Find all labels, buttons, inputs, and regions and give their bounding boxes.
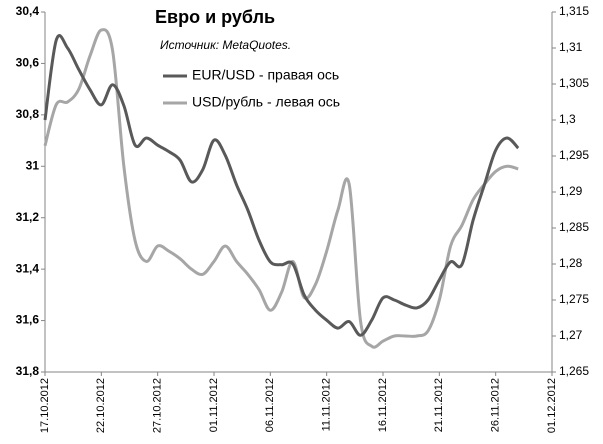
y-tick-label: 31,2 <box>16 210 40 224</box>
series-line <box>43 34 520 337</box>
y-tick-label: 31,4 <box>16 261 40 275</box>
x-tick-label: 16.11.2012 <box>377 378 389 432</box>
y-tick-label: 31,8 <box>16 364 40 378</box>
x-tick-label: 01.12.2012 <box>546 378 558 433</box>
y2-tick-label: 1,265 <box>559 364 589 378</box>
y2-tick-label: 1,315 <box>559 4 589 18</box>
legend-label: EUR/USD - правая ось <box>192 67 339 83</box>
y2-tick-label: 1,27 <box>559 328 583 342</box>
y-tick-label: 30,6 <box>16 56 40 70</box>
y2-tick-label: 1,31 <box>559 40 583 54</box>
y-tick-label: 30,4 <box>16 4 40 18</box>
x-tick-label: 22.10.2012 <box>95 378 107 433</box>
chart-subtitle: Источник: MetaQuotes. <box>160 38 291 52</box>
y2-tick-label: 1,285 <box>559 220 589 234</box>
legend-label: USD/рубль - левая ось <box>192 94 340 110</box>
y2-tick-label: 1,29 <box>559 184 583 198</box>
y-tick-label: 30,8 <box>16 107 40 121</box>
y-tick-label: 31 <box>26 158 40 172</box>
y2-tick-label: 1,305 <box>559 76 589 90</box>
y-tick-label: 31,6 <box>16 313 40 327</box>
x-tick-label: 17.10.2012 <box>39 378 51 433</box>
x-tick-label: 01.11.2012 <box>208 378 220 432</box>
y2-tick-label: 1,3 <box>559 112 576 126</box>
chart-title: Евро и рубль <box>155 7 275 27</box>
x-tick-label: 06.11.2012 <box>264 378 276 432</box>
y2-tick-label: 1,295 <box>559 148 589 162</box>
series-line <box>43 28 519 349</box>
y2-tick-label: 1,275 <box>559 292 589 306</box>
x-tick-label: 11.11.2012 <box>321 378 333 431</box>
x-tick-label: 26.11.2012 <box>490 378 502 432</box>
x-tick-label: 21.11.2012 <box>433 378 445 432</box>
y2-tick-label: 1,28 <box>559 256 583 270</box>
x-tick-label: 27.10.2012 <box>152 378 164 433</box>
